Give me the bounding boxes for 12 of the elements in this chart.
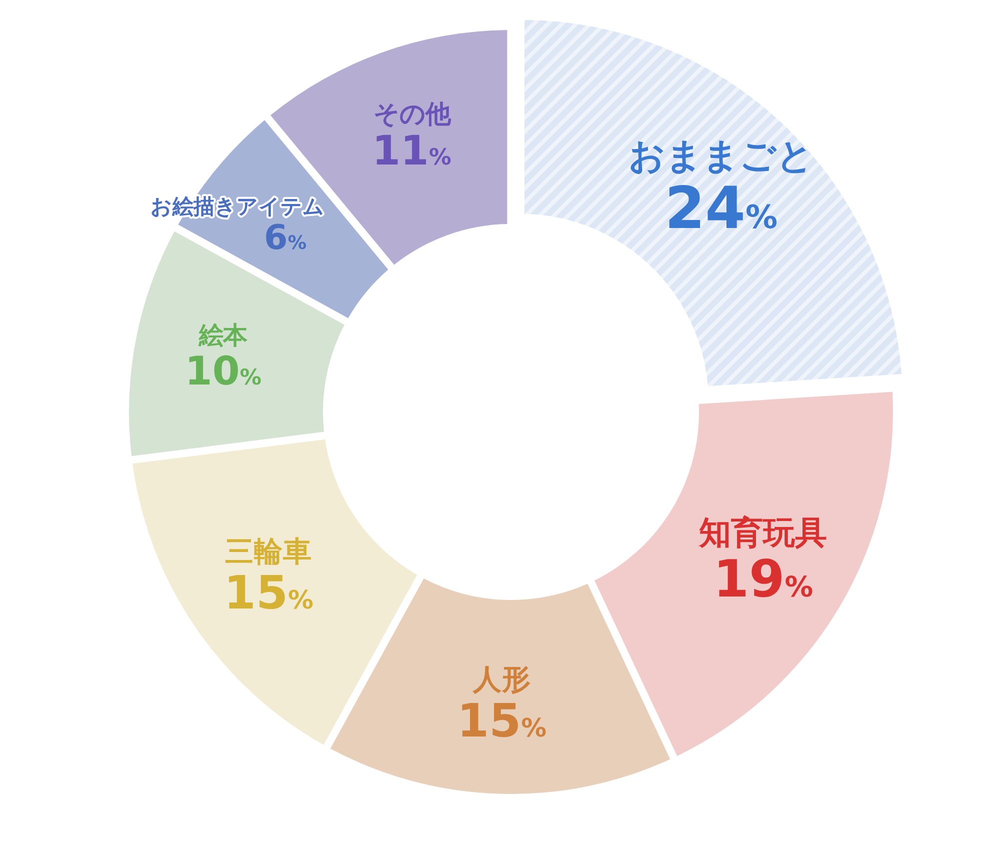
slice-label: 人形 xyxy=(472,662,531,696)
data-label: 10% xyxy=(184,348,262,394)
data-label: 15% xyxy=(457,694,547,748)
slice-label: お絵描きアイテム xyxy=(150,193,324,218)
data-label: 6% xyxy=(264,218,307,258)
data-label: 11% xyxy=(372,126,452,174)
data-label: 19% xyxy=(713,550,814,610)
slice-label: 絵本 xyxy=(198,320,248,350)
slice-label: その他 xyxy=(373,99,452,128)
slice-label: 三輪車 xyxy=(225,534,312,568)
data-label: 15% xyxy=(224,565,314,620)
slice-label: 知育玩具 xyxy=(698,513,828,552)
